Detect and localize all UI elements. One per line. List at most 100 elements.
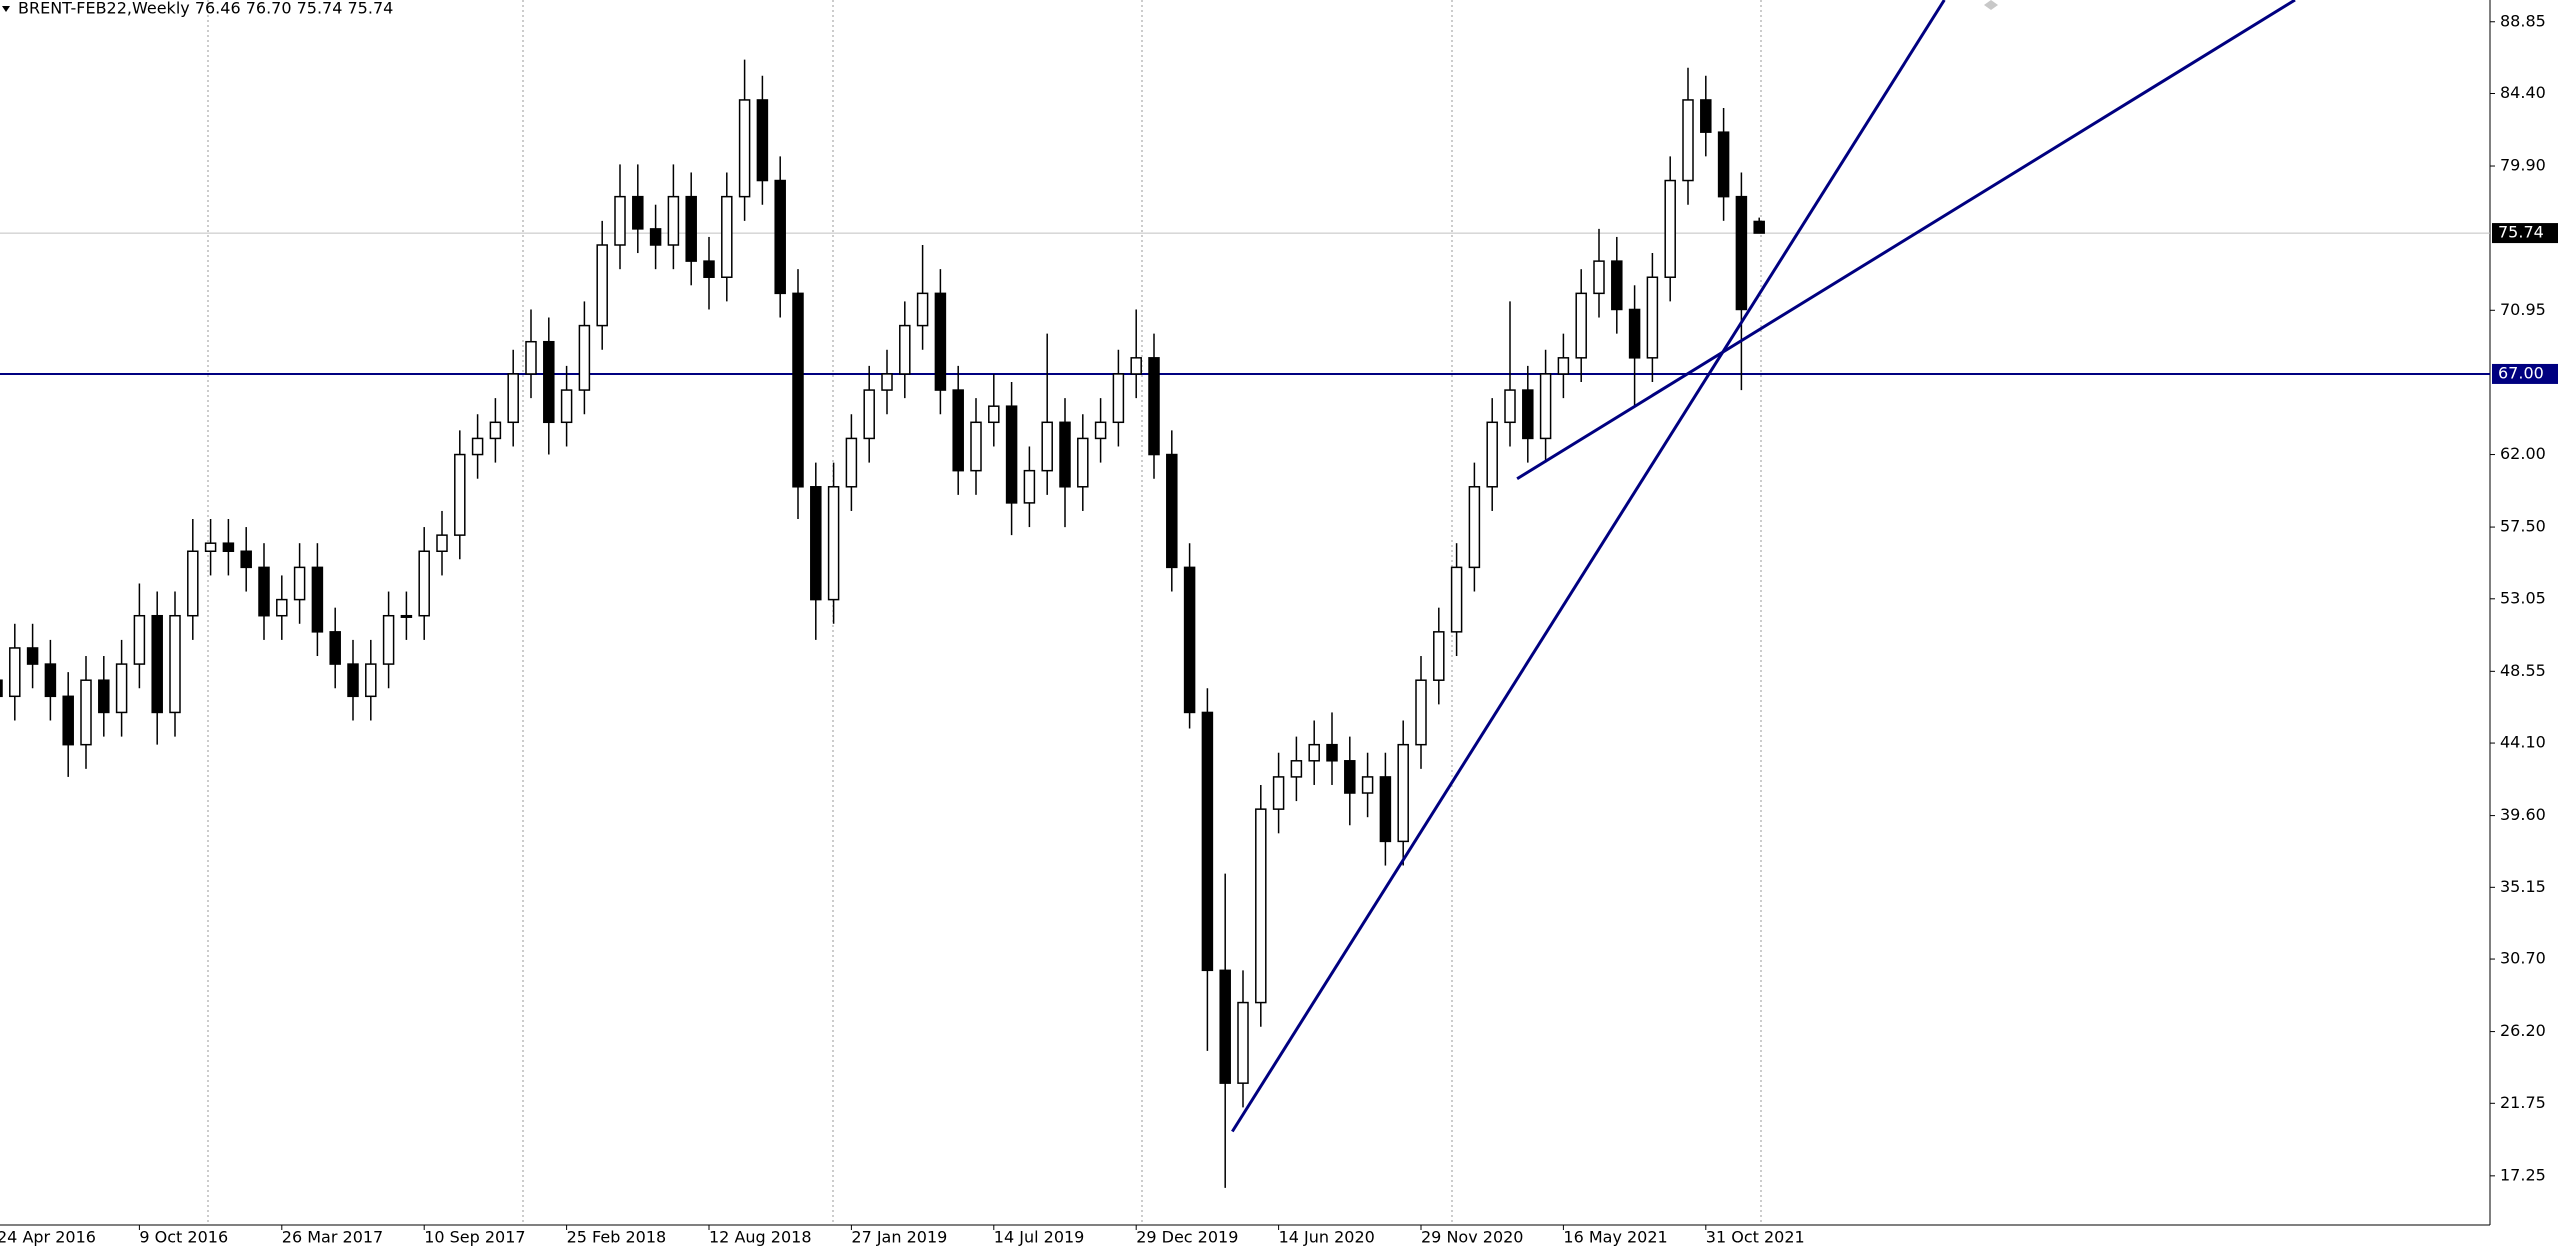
candle-body (1219, 969, 1231, 1084)
candle-body (507, 373, 519, 424)
candle-body (1272, 776, 1285, 810)
candle-body (1646, 276, 1659, 359)
candle-body (934, 292, 947, 391)
candle-body (1077, 437, 1089, 488)
candle-body (1682, 99, 1694, 182)
candle-body (1717, 131, 1730, 198)
candle-body (1735, 195, 1748, 311)
candle-body (916, 292, 929, 327)
candle-body (1486, 421, 1498, 488)
candle-body (1575, 292, 1587, 359)
x-tick-label: 14 Jun 2020 (1279, 1228, 1375, 1247)
candle-body (293, 566, 306, 601)
candle-body (151, 614, 163, 714)
y-tick-label: 30.70 (2500, 949, 2546, 968)
x-tick-label: 31 Oct 2021 (1706, 1228, 1805, 1247)
candle-body (240, 550, 252, 569)
candle-body (365, 663, 377, 698)
trendline (1516, 0, 2296, 480)
last-price-label: 75.74 (2498, 223, 2544, 242)
candle-body (845, 437, 858, 488)
candle-body (738, 99, 751, 198)
candle-body (810, 486, 822, 601)
y-tick-label: 21.75 (2500, 1093, 2546, 1112)
candle-body (44, 663, 57, 698)
candle-body (721, 195, 733, 278)
candle-body (1433, 631, 1445, 681)
candle-body (222, 542, 235, 553)
chart-title: BRENT-FEB22,Weekly 76.46 76.70 75.74 75.… (18, 0, 393, 18)
candle-body (1628, 308, 1641, 359)
candle-body (1753, 220, 1765, 234)
last-price-box (2492, 223, 2558, 244)
candle-body (26, 647, 39, 665)
candle-body (596, 244, 608, 327)
y-tick-label: 79.90 (2500, 156, 2546, 175)
x-tick-label: 10 Sep 2017 (424, 1228, 525, 1247)
candle-body (1397, 743, 1409, 843)
y-tick-label: 39.60 (2500, 805, 2546, 824)
candle-body (9, 647, 21, 698)
candle-body (133, 614, 146, 665)
candle-body (80, 679, 92, 746)
x-tick-label: 14 Jul 2019 (994, 1228, 1085, 1247)
candle-body (1504, 389, 1516, 424)
candle-body (276, 598, 288, 617)
candle-body (543, 340, 555, 424)
candle-body (756, 99, 769, 182)
candle-body (1700, 99, 1712, 133)
candle-body (311, 566, 324, 633)
anchor-marker (1984, 0, 1998, 10)
x-tick-label: 27 Jan 2019 (851, 1228, 947, 1247)
candle-body (187, 550, 199, 617)
candle-body (703, 260, 715, 278)
candle-body (1290, 760, 1303, 778)
candle-body (827, 486, 840, 601)
candle-body (667, 195, 680, 246)
candle-body (1201, 711, 1214, 972)
candle-body (1041, 421, 1053, 472)
candle-body (400, 614, 413, 618)
candle-body (1130, 357, 1142, 375)
candle-body (98, 679, 110, 714)
x-tick-label: 25 Feb 2018 (567, 1228, 667, 1247)
plot-area (0, 0, 2490, 1188)
candle-body (489, 421, 502, 440)
candle-body (1539, 373, 1552, 440)
candle-body (1468, 486, 1481, 569)
candle-body (62, 695, 74, 746)
candle-body (1522, 389, 1534, 440)
y-tick-label: 70.95 (2500, 300, 2546, 319)
x-tick-label: 12 Aug 2018 (709, 1228, 812, 1247)
y-tick-label: 44.10 (2500, 733, 2546, 752)
candle-body (115, 663, 128, 714)
x-tick-label: 26 Mar 2017 (282, 1228, 383, 1247)
x-tick-label: 16 May 2021 (1563, 1228, 1667, 1247)
hline-label: 67.00 (2498, 363, 2544, 382)
x-tick-label: 29 Dec 2019 (1136, 1228, 1238, 1247)
candle-body (1415, 679, 1427, 746)
candle-body (1379, 776, 1392, 843)
vertical-grid (207, 0, 1762, 1225)
candle-body (1255, 808, 1267, 1004)
candle-body (1450, 566, 1463, 633)
hline-label-box (2492, 363, 2558, 384)
candle-body (1344, 760, 1356, 794)
candle-body (1361, 776, 1374, 794)
x-tick-label: 9 Oct 2016 (139, 1228, 228, 1247)
candle-body (1593, 260, 1605, 295)
candle-body (952, 389, 964, 472)
candle-body (1023, 469, 1036, 504)
candle-body (1308, 743, 1320, 762)
candle-body (988, 405, 1000, 424)
candle-body (614, 195, 626, 246)
candle-body (329, 631, 341, 665)
candle-body (685, 195, 697, 262)
candle-body (1094, 421, 1107, 440)
y-tick-label: 48.55 (2500, 661, 2546, 680)
candle-body (970, 421, 982, 472)
candle-body (578, 324, 591, 391)
candle-body (881, 373, 893, 391)
